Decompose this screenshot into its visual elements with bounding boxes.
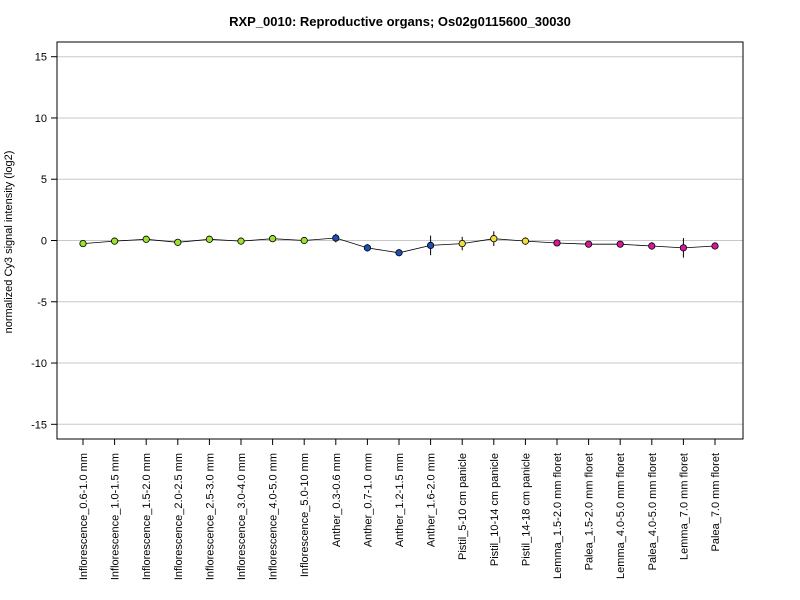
data-point [79,239,87,248]
data-point [205,235,213,243]
data-point [521,237,530,245]
y-tick-label: 10 [35,113,47,125]
x-tick-label: Inflorescence_2.5-3.0 mm [204,453,216,580]
x-tick-label: Lemma_1.5-2.0 mm floret [552,453,564,579]
y-tick-label: 15 [35,52,47,64]
y-axis: -15 -10 -5 0 5 10 15 [31,52,57,431]
data-point [268,235,277,243]
data-point [174,238,182,246]
data-point [490,235,498,243]
y-tick-label: 5 [41,174,47,186]
data-points [79,234,719,257]
x-tick-label: Pistil_5-10 cm panicle [457,453,469,560]
data-point [458,239,466,248]
x-tick-label: Palea_4.0-5.0 mm floret [647,453,659,570]
x-tick-label: Lemma_4.0-5.0 mm floret [615,453,627,579]
data-point [111,237,119,245]
x-tick-label: Pistil_10-14 cm panicle [489,453,501,566]
x-tick-label: Palea_7.0 mm floret [710,453,722,551]
data-point [363,244,371,252]
data-point [332,234,340,242]
x-tick-label: Inflorescence_2.0-2.5 mm [173,453,185,580]
x-tick-label: Inflorescence_1.0-1.5 mm [110,453,122,580]
chart-title: RXP_0010: Reproductive organs; Os02g0115… [229,14,571,29]
x-tick-label: Anther_0.3-0.6 mm [331,453,343,547]
x-tick-label: Anther_0.7-1.0 mm [362,453,374,547]
data-point [584,240,593,248]
y-tick-label: -15 [31,419,47,431]
data-point [553,239,561,247]
y-axis-label: normalized Cy3 signal intensity (log2) [3,151,15,334]
data-point [142,235,150,243]
y-tick-label: -5 [37,297,47,309]
y-tick-label: -10 [31,358,47,370]
data-point [237,237,245,245]
data-point [679,244,688,252]
x-tick-label: Inflorescence_3.0-4.0 mm [236,453,248,580]
x-tick-label: Inflorescence_1.5-2.0 mm [141,453,153,580]
x-tick-label: Lemma_7.0 mm floret [678,453,690,560]
x-tick-label: Inflorescence_5.0-10 mm [299,453,311,577]
data-point [648,242,656,250]
data-point [300,236,308,245]
gridlines [57,56,743,425]
x-tick-label: Pistil_14-18 cm panicle [520,453,532,566]
data-point [395,249,403,257]
data-point [711,242,719,250]
x-tick-label: Anther_1.6-2.0 mm [426,453,438,547]
x-tick-label: Anther_1.2-1.5 mm [394,453,406,547]
data-point [426,241,435,250]
y-tick-label: 0 [41,236,47,248]
x-tick-label: Inflorescence_0.6-1.0 mm [78,453,90,580]
data-point [616,240,624,248]
x-tick-label: Inflorescence_4.0-5.0 mm [268,453,280,580]
x-axis: Inflorescence_0.6-1.0 mm Inflorescence_1.… [78,439,722,580]
x-tick-label: Palea_1.5-2.0 mm floret [584,453,596,570]
